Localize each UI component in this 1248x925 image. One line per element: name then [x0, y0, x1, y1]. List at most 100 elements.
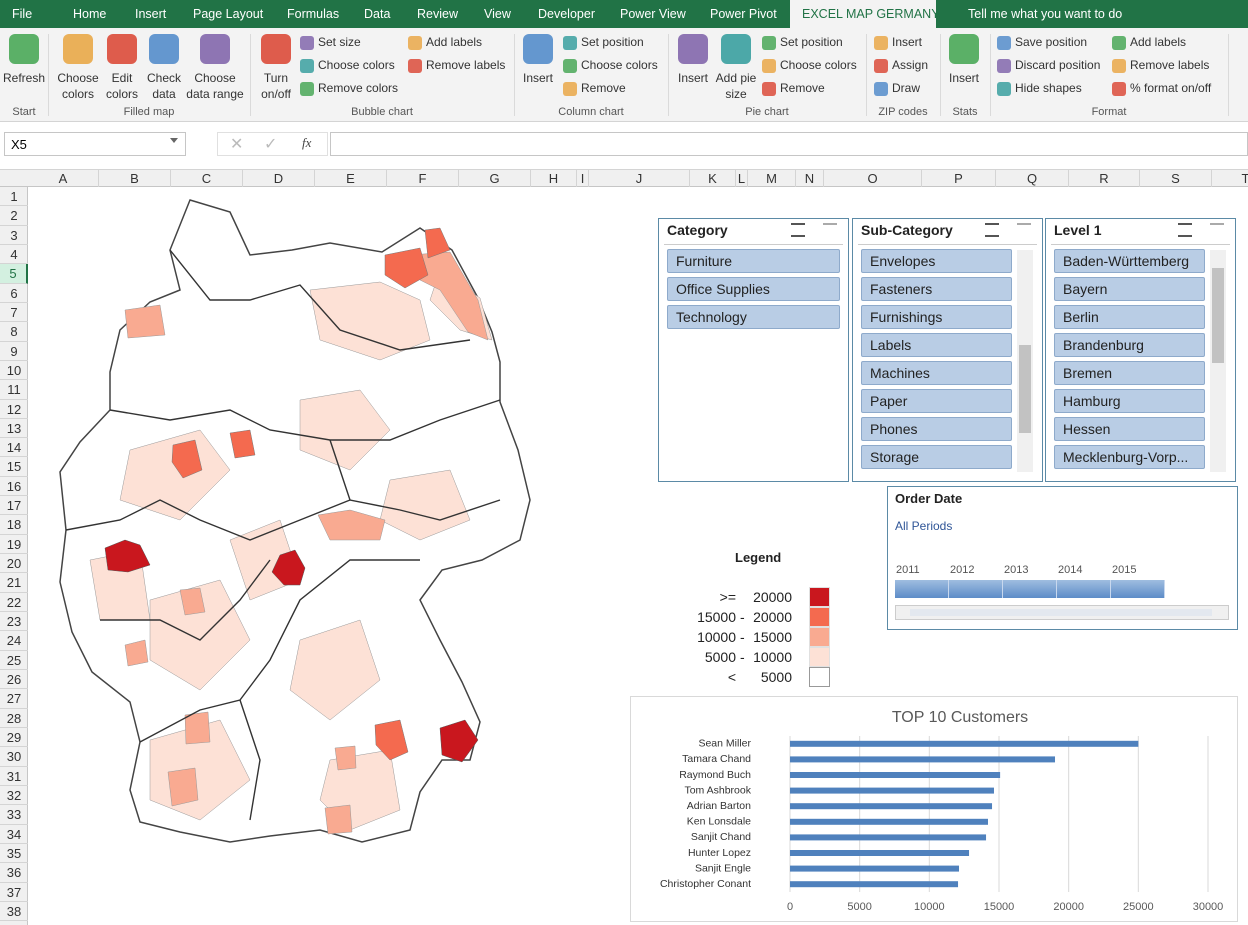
- large-button-icon[interactable]: [63, 34, 93, 64]
- slicer-item[interactable]: Envelopes: [861, 249, 1012, 273]
- clear-filter-icon[interactable]: [1017, 223, 1031, 237]
- large-button[interactable]: Edit colors: [105, 71, 138, 101]
- slicer-item[interactable]: Bayern: [1054, 277, 1205, 301]
- timeline-period[interactable]: All Periods: [895, 519, 953, 533]
- timeline-segment[interactable]: [1057, 580, 1111, 598]
- large-button-icon[interactable]: [261, 34, 291, 64]
- large-button-icon[interactable]: [523, 34, 553, 64]
- slicer-item[interactable]: Fasteners: [861, 277, 1012, 301]
- ribbon-tab[interactable]: Power Pivot: [710, 7, 777, 21]
- small-button-icon[interactable]: [300, 82, 314, 96]
- small-button[interactable]: Add labels: [1130, 35, 1187, 49]
- small-button-icon[interactable]: [408, 59, 422, 73]
- ribbon-tab[interactable]: Insert: [135, 7, 167, 21]
- small-button[interactable]: Remove labels: [1130, 58, 1210, 72]
- small-button-icon[interactable]: [997, 82, 1011, 96]
- small-button[interactable]: Choose colors: [780, 58, 857, 72]
- small-button-icon[interactable]: [300, 36, 314, 50]
- small-button[interactable]: Remove colors: [318, 81, 399, 95]
- fx-button[interactable]: fx: [302, 135, 312, 150]
- ribbon-tab[interactable]: EXCEL MAP GERMANY: [802, 7, 940, 21]
- timeline-segment[interactable]: [949, 580, 1003, 598]
- slicer-item[interactable]: Brandenburg: [1054, 333, 1205, 357]
- small-button-icon[interactable]: [874, 36, 888, 50]
- small-button[interactable]: Assign: [892, 58, 929, 72]
- scroll-thumb[interactable]: [1212, 268, 1224, 363]
- slicer-item[interactable]: Machines: [861, 361, 1012, 385]
- slicer-item[interactable]: Technology: [667, 305, 840, 329]
- ribbon-tab[interactable]: Power View: [620, 7, 686, 21]
- timeline-segment[interactable]: [895, 580, 949, 598]
- small-button-icon[interactable]: [300, 59, 314, 73]
- small-button-icon[interactable]: [408, 36, 422, 50]
- large-button-icon[interactable]: [107, 34, 137, 64]
- ribbon-tab[interactable]: File: [12, 7, 33, 21]
- large-button-icon[interactable]: [9, 34, 39, 64]
- slicer-item[interactable]: Berlin: [1054, 305, 1205, 329]
- slicer-item[interactable]: Storage: [861, 445, 1012, 469]
- small-button[interactable]: Choose colors: [581, 58, 658, 72]
- small-button-icon[interactable]: [874, 82, 888, 96]
- large-button[interactable]: Turn on/off: [261, 71, 291, 101]
- small-button-icon[interactable]: [762, 59, 776, 73]
- ribbon-tab[interactable]: Page Layout: [193, 7, 264, 21]
- slicer-item[interactable]: Office Supplies: [667, 277, 840, 301]
- slicer-item[interactable]: Furnishings: [861, 305, 1012, 329]
- large-button[interactable]: Check data: [146, 71, 181, 101]
- small-button[interactable]: Add labels: [426, 35, 483, 49]
- small-button[interactable]: Draw: [892, 81, 921, 95]
- ribbon-tab[interactable]: Tell me what you want to do: [968, 7, 1123, 21]
- ribbon-tab[interactable]: View: [484, 7, 511, 21]
- large-button[interactable]: Choose colors: [57, 71, 99, 101]
- slicer-item[interactable]: Phones: [861, 417, 1012, 441]
- slicer-item[interactable]: Paper: [861, 389, 1012, 413]
- timeline-segment[interactable]: [1111, 580, 1165, 598]
- small-button-icon[interactable]: [997, 36, 1011, 50]
- ribbon-tab[interactable]: Developer: [538, 7, 595, 21]
- multiselect-icon[interactable]: [1178, 223, 1192, 237]
- small-button[interactable]: Set position: [581, 35, 644, 49]
- scroll-thumb[interactable]: [1019, 345, 1031, 433]
- small-button[interactable]: Choose colors: [318, 58, 395, 72]
- small-button[interactable]: Hide shapes: [1015, 81, 1082, 95]
- multiselect-icon[interactable]: [985, 223, 999, 237]
- ribbon-tab[interactable]: Home: [73, 7, 107, 21]
- small-button[interactable]: Insert: [892, 35, 923, 49]
- large-button[interactable]: Insert: [677, 71, 708, 85]
- ribbon-tab[interactable]: Review: [417, 7, 458, 21]
- slicer-item[interactable]: Hamburg: [1054, 389, 1205, 413]
- slicer-item[interactable]: Hessen: [1054, 417, 1205, 441]
- small-button[interactable]: Remove labels: [426, 58, 506, 72]
- large-button[interactable]: Refresh: [2, 71, 46, 85]
- small-button[interactable]: Remove: [780, 81, 825, 95]
- large-button-icon[interactable]: [149, 34, 179, 64]
- large-button[interactable]: Insert: [948, 71, 979, 85]
- clear-filter-icon[interactable]: [1210, 223, 1224, 237]
- small-button-icon[interactable]: [874, 59, 888, 73]
- ribbon-tab[interactable]: Formulas: [287, 7, 340, 21]
- large-button[interactable]: Insert: [522, 71, 553, 85]
- slicer-item[interactable]: Furniture: [667, 249, 840, 273]
- small-button-icon[interactable]: [1112, 59, 1126, 73]
- large-button-icon[interactable]: [949, 34, 979, 64]
- ribbon-tab[interactable]: Data: [364, 7, 391, 21]
- small-button-icon[interactable]: [563, 59, 577, 73]
- slicer-item[interactable]: Labels: [861, 333, 1012, 357]
- small-button[interactable]: Save position: [1015, 35, 1088, 49]
- slicer-item[interactable]: Baden-Württemberg: [1054, 249, 1205, 273]
- small-button-icon[interactable]: [1112, 82, 1126, 96]
- slicer-item[interactable]: Mecklenburg-Vorp...: [1054, 445, 1205, 469]
- large-button-icon[interactable]: [721, 34, 751, 64]
- small-button-icon[interactable]: [762, 36, 776, 50]
- multiselect-icon[interactable]: [791, 223, 805, 237]
- small-button-icon[interactable]: [563, 36, 577, 50]
- small-button-icon[interactable]: [762, 82, 776, 96]
- small-button[interactable]: Remove: [581, 81, 626, 95]
- clear-filter-icon[interactable]: [823, 223, 837, 237]
- slicer-item[interactable]: Bremen: [1054, 361, 1205, 385]
- small-button-icon[interactable]: [1112, 36, 1126, 50]
- small-button[interactable]: Set size: [318, 35, 361, 49]
- timeline-segment[interactable]: [1003, 580, 1057, 598]
- large-button[interactable]: Choose data range: [186, 71, 244, 101]
- small-button[interactable]: % format on/off: [1130, 81, 1212, 95]
